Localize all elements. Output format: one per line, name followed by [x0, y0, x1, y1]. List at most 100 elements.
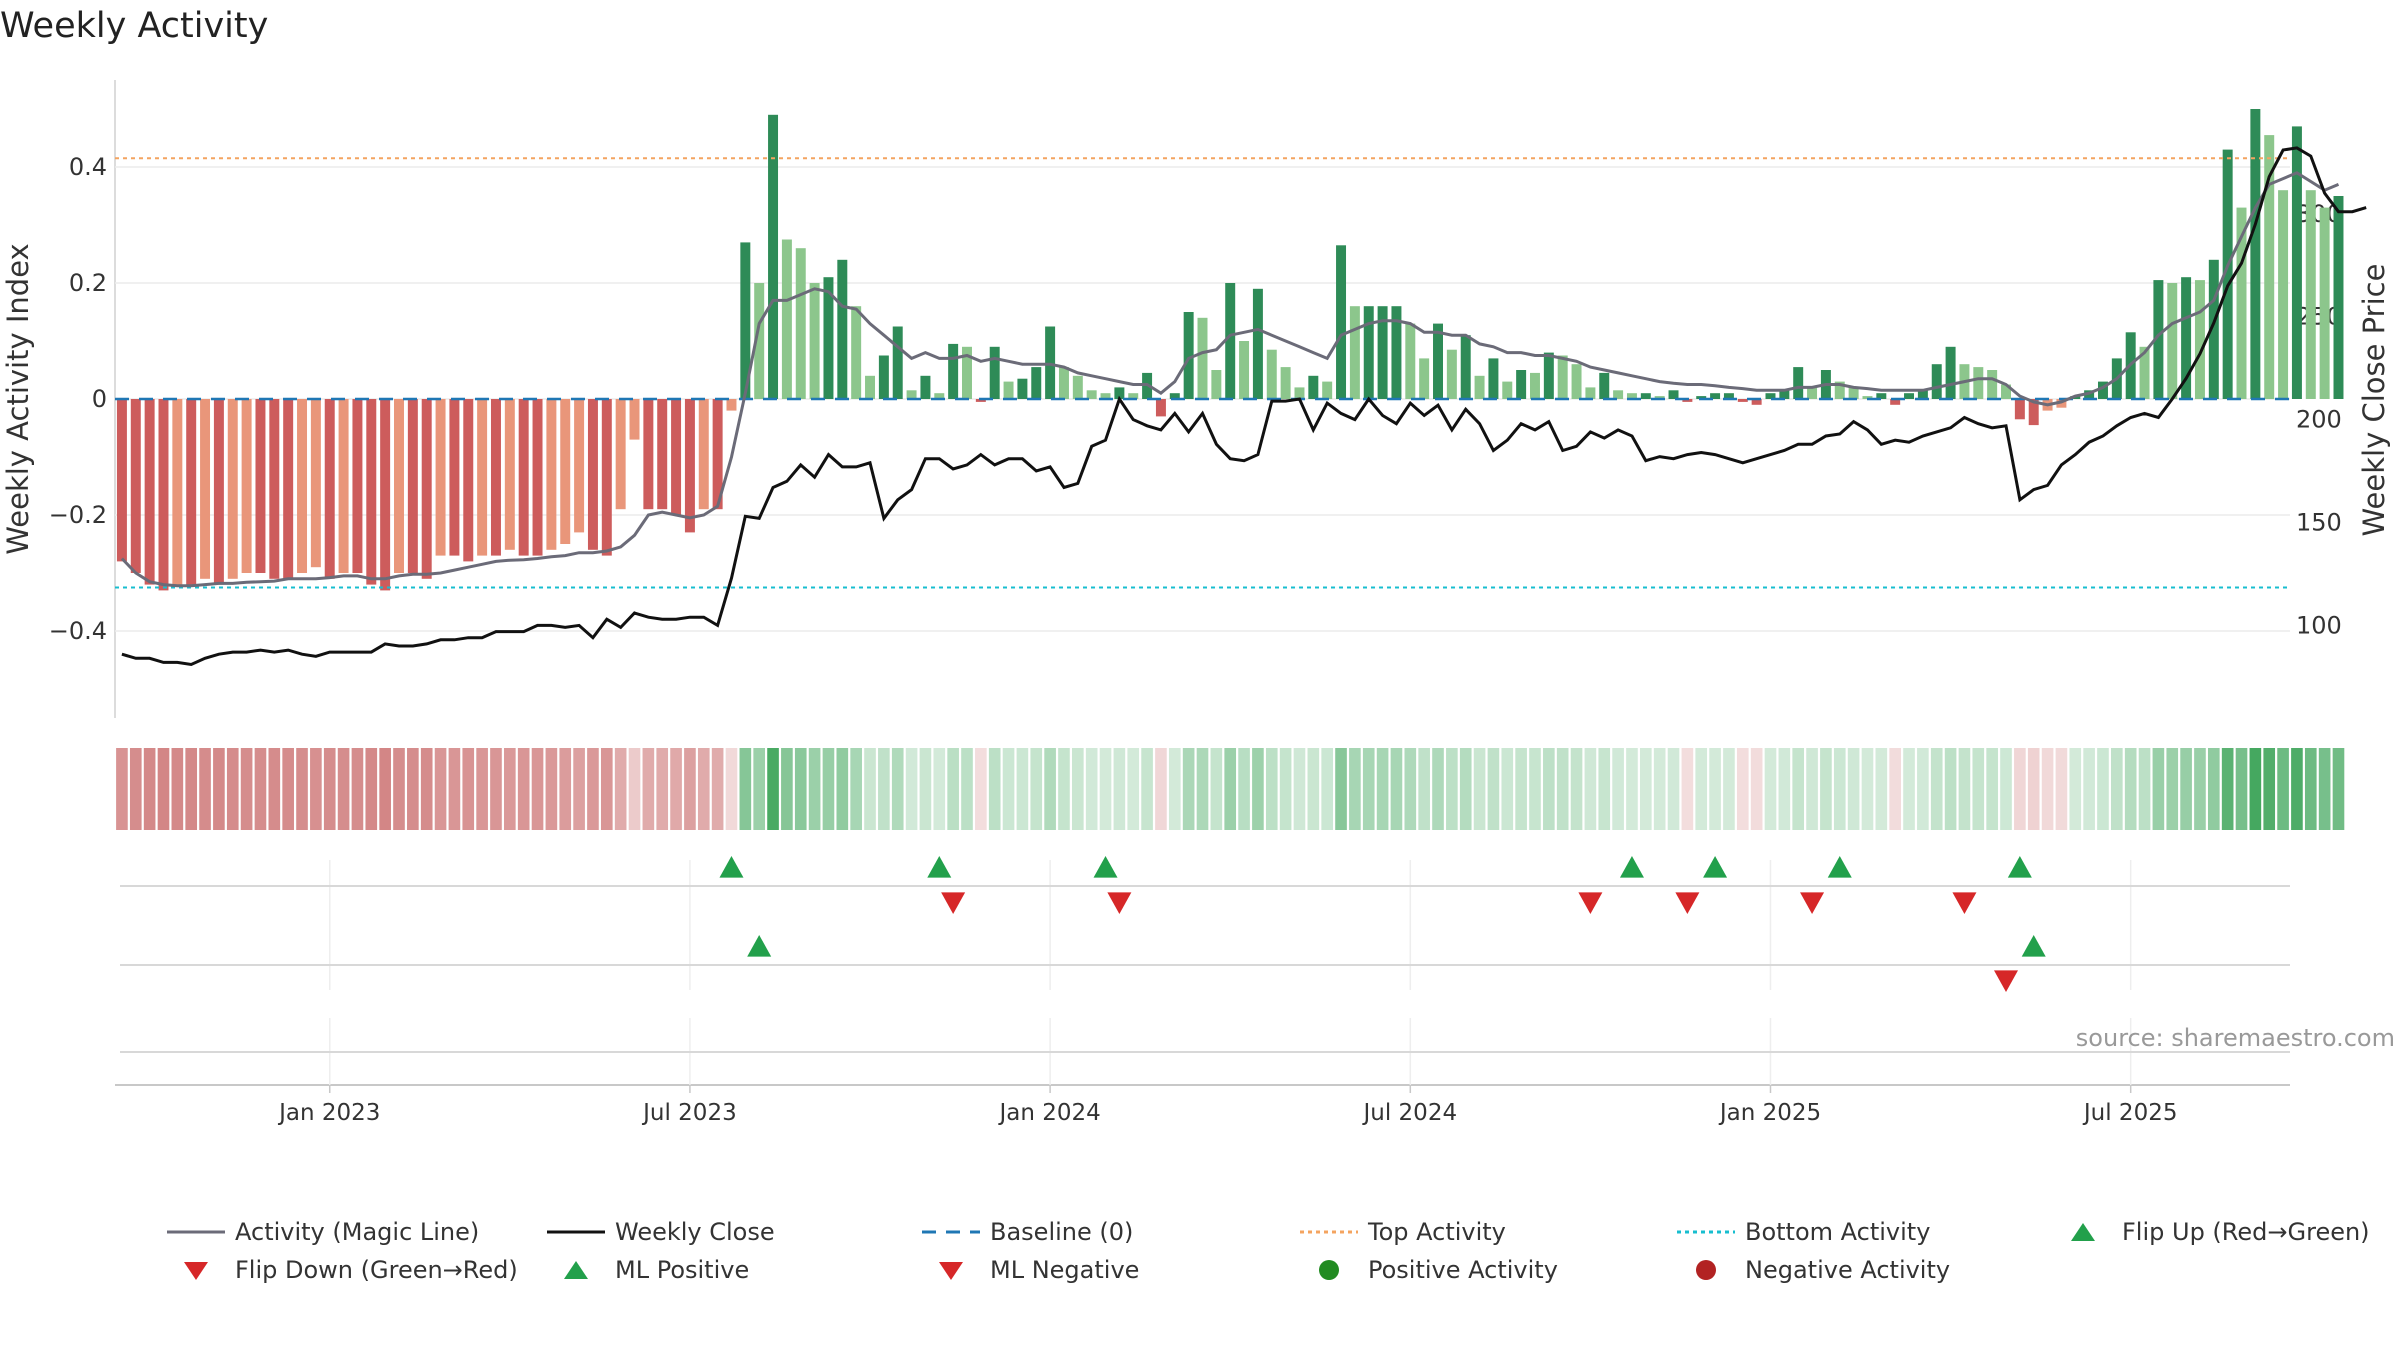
heat-cell	[1861, 748, 1874, 830]
activity-bar	[1197, 317, 1208, 399]
heat-cell	[434, 748, 447, 830]
y-tick-label: 0.4	[69, 153, 107, 181]
heat-cell	[2124, 748, 2137, 830]
activity-bar	[1862, 396, 1873, 399]
magic-line	[120, 171, 2340, 588]
heat-cell	[808, 748, 821, 830]
activity-bar	[962, 346, 972, 399]
activity-bar	[1682, 399, 1693, 402]
heat-cell	[476, 748, 488, 830]
activity-bar	[1308, 375, 1319, 399]
heat-cell	[1598, 748, 1611, 830]
activity-bar	[1599, 372, 1610, 399]
y-tick-label: 0.2	[69, 269, 107, 297]
activity-bar	[1031, 367, 1042, 399]
heat-cell	[2097, 748, 2109, 830]
heat-cell	[1335, 748, 1347, 830]
heat-cell	[2235, 748, 2248, 830]
activity-bar	[851, 306, 862, 399]
heat-cell	[185, 748, 198, 830]
heat-cell	[1792, 748, 1805, 830]
heat-cell	[157, 748, 170, 830]
flip-up-marker	[1093, 856, 1118, 878]
activity-bar	[2333, 196, 2344, 399]
heat-cell	[393, 748, 405, 830]
heat-cell	[1944, 748, 1957, 830]
activity-bar	[740, 242, 751, 399]
heat-cell	[365, 748, 378, 830]
activity-bar	[1654, 396, 1665, 399]
heat-cell	[878, 748, 890, 830]
heat-cell	[1196, 748, 1209, 830]
activity-bar	[574, 399, 585, 533]
heat-cell	[517, 748, 530, 830]
activity-bar	[2167, 283, 2178, 399]
activity-bar	[643, 399, 654, 510]
activity-bar	[920, 375, 931, 399]
activity-bar	[1239, 341, 1250, 399]
heat-cell	[836, 748, 849, 830]
heat-cell	[975, 748, 987, 830]
heat-cell	[1307, 748, 1320, 830]
activity-bar	[892, 326, 903, 399]
activity-bar	[1377, 306, 1388, 399]
heat-cell	[351, 748, 364, 830]
heat-cell	[628, 748, 641, 830]
activity-bar	[1529, 372, 1540, 399]
activity-bar	[989, 346, 1000, 399]
activity-bar	[615, 399, 626, 510]
heat-cell	[490, 748, 502, 830]
activity-bar	[1391, 306, 1402, 399]
flip-up-marker	[1619, 856, 1644, 878]
activity-bar	[213, 399, 224, 585]
heat-cell	[1515, 748, 1527, 830]
heat-cell	[1210, 748, 1223, 830]
activity-bar	[837, 259, 848, 399]
heat-cell	[1113, 748, 1126, 830]
activity-bar	[948, 343, 959, 399]
activity-bar	[546, 399, 557, 550]
x-tick-label: Jul 2023	[641, 1100, 737, 1126]
activity-bar	[283, 399, 294, 579]
heat-cell	[1847, 748, 1860, 830]
heat-cell	[337, 748, 350, 830]
heat-cell	[1667, 748, 1680, 830]
heat-cell	[2249, 748, 2262, 830]
activity-bar	[754, 283, 765, 399]
heat-cell	[614, 748, 627, 830]
heat-cell	[2318, 748, 2331, 830]
activity-bar	[781, 239, 792, 399]
heat-cell	[1626, 748, 1638, 830]
heat-cell	[1058, 748, 1070, 830]
activity-bar	[1571, 364, 1582, 399]
heat-cell	[1820, 748, 1832, 830]
heat-cell	[2263, 748, 2276, 830]
activity-bar	[1155, 399, 1166, 417]
x-tick-label: Jan 2023	[277, 1100, 380, 1126]
activity-bar	[1945, 346, 1956, 399]
heat-cell	[296, 748, 308, 830]
heat-cell	[504, 748, 516, 830]
activity-bar	[1225, 283, 1236, 399]
heat-cell	[310, 748, 322, 830]
activity-bar	[1640, 393, 1651, 399]
activity-bar	[2319, 207, 2330, 399]
activity-bar	[1779, 390, 1790, 399]
activity-bar	[1807, 387, 1818, 399]
heat-cell	[1736, 748, 1749, 830]
heat-cell	[1238, 748, 1250, 830]
activity-bar	[1100, 393, 1111, 399]
activity-bar	[1931, 364, 1942, 399]
heat-cell	[739, 748, 752, 830]
heat-cell	[1265, 748, 1278, 830]
flip-down-marker	[941, 892, 966, 914]
heat-cell	[1446, 748, 1458, 830]
heat-cell	[1362, 748, 1375, 830]
x-tick-label: Jul 2025	[2082, 1100, 2178, 1126]
heat-cell	[753, 748, 766, 830]
activity-bar	[1696, 396, 1707, 399]
activity-bar	[1086, 390, 1097, 399]
heat-cell	[1612, 748, 1624, 830]
activity-bar	[2153, 280, 2164, 399]
activity-bar	[560, 399, 571, 544]
